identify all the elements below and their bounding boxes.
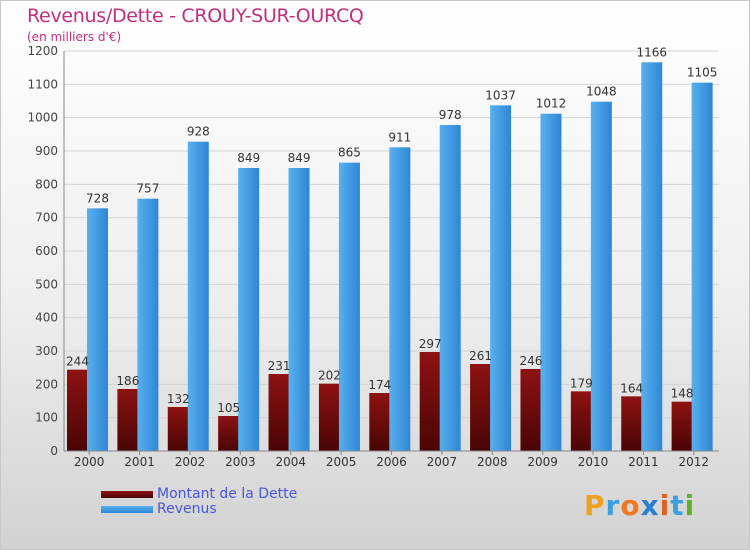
- data-label-debt: 105: [217, 401, 240, 415]
- data-label-revenue: 849: [237, 151, 260, 165]
- data-label-revenue: 757: [136, 182, 159, 196]
- bar-debt: [67, 369, 88, 451]
- bar-debt: [671, 401, 693, 451]
- bar-debt: [621, 396, 643, 451]
- data-label-debt: 164: [620, 381, 643, 395]
- data-label-revenue: 928: [187, 125, 210, 139]
- x-tick-label: 2012: [679, 455, 710, 469]
- x-tick-label: 2000: [74, 455, 105, 469]
- y-tick-label: 1000: [27, 111, 58, 125]
- data-label-revenue: 865: [338, 146, 361, 160]
- bar-debt: [470, 364, 492, 451]
- logo-letter: o: [620, 489, 641, 522]
- bar-revenue: [590, 101, 612, 452]
- logo-letter: r: [605, 489, 621, 522]
- x-tick-label: 2001: [124, 455, 155, 469]
- data-label-revenue: 849: [288, 151, 311, 165]
- bar-revenue: [137, 198, 159, 451]
- legend-swatch-debt: [101, 491, 153, 498]
- logo-letter: i: [659, 489, 671, 522]
- bar-revenue: [338, 162, 360, 451]
- bar-revenue: [540, 113, 562, 452]
- x-tick-label: 2007: [427, 455, 458, 469]
- bar-debt: [218, 416, 240, 451]
- bar-debt: [419, 352, 441, 451]
- x-tick-label: 2003: [225, 455, 256, 469]
- x-tick-label: 2004: [275, 455, 306, 469]
- data-label-debt: 202: [318, 369, 341, 383]
- y-tick-label: 1200: [27, 44, 58, 58]
- bar-revenue: [641, 62, 663, 451]
- bar-debt: [520, 369, 542, 451]
- bar-revenue: [288, 168, 310, 451]
- bar-debt: [318, 383, 340, 451]
- bar-debt: [369, 393, 391, 451]
- legend-swatch-revenue: [101, 506, 153, 513]
- y-tick-label: 800: [35, 177, 58, 191]
- y-tick-label: 900: [35, 144, 58, 158]
- y-tick-label: 300: [35, 344, 58, 358]
- data-label-debt: 244: [66, 355, 89, 369]
- data-label-debt: 179: [570, 376, 593, 390]
- x-tick-label: 2006: [376, 455, 407, 469]
- data-label-revenue: 1048: [586, 85, 617, 99]
- logo-letter: x: [640, 489, 660, 522]
- data-label-revenue: 911: [388, 130, 411, 144]
- bar-debt: [117, 389, 139, 451]
- chart-subtitle: (en milliers d'€): [27, 30, 122, 44]
- data-label-revenue: 1166: [636, 45, 667, 59]
- x-tick-label: 2010: [578, 455, 609, 469]
- logo-letter: i: [684, 489, 696, 522]
- bar-revenue: [490, 105, 512, 451]
- y-tick-label: 500: [35, 277, 58, 291]
- bar-revenue: [187, 141, 209, 451]
- logo-letter: P: [584, 489, 606, 522]
- x-tick-label: 2002: [175, 455, 206, 469]
- y-tick-label: 600: [35, 244, 58, 258]
- y-tick-label: 700: [35, 211, 58, 225]
- bar-revenue: [87, 208, 108, 451]
- x-tick-label: 2009: [527, 455, 558, 469]
- bar-revenue: [238, 168, 260, 451]
- data-label-debt: 246: [520, 354, 543, 368]
- data-label-debt: 261: [469, 349, 492, 363]
- logo-letter: t: [670, 489, 685, 522]
- data-label-revenue: 728: [86, 191, 109, 205]
- proxiti-logo: Proxiti: [584, 489, 695, 522]
- y-tick-label: 400: [35, 311, 58, 325]
- bar-revenue: [439, 125, 461, 451]
- bar-debt: [167, 407, 189, 451]
- data-label-revenue: 1012: [536, 97, 567, 111]
- bar-debt: [268, 374, 290, 451]
- legend-label-debt: Montant de la Dette: [157, 486, 298, 502]
- chart-title: Revenus/Dette - CROUY-SUR-OURCQ: [27, 5, 364, 27]
- legend-label-revenue: Revenus: [157, 501, 217, 517]
- x-tick-label: 2011: [628, 455, 659, 469]
- data-label-debt: 186: [116, 374, 139, 388]
- data-label-revenue: 978: [439, 108, 462, 122]
- bar-debt: [570, 391, 592, 451]
- data-label-revenue: 1037: [485, 88, 516, 102]
- y-tick-label: 1100: [27, 77, 58, 91]
- y-tick-label: 100: [35, 411, 58, 425]
- data-label-debt: 132: [167, 392, 190, 406]
- data-label-debt: 148: [671, 387, 694, 401]
- bar-revenue: [389, 147, 411, 452]
- data-label-debt: 174: [368, 378, 391, 392]
- y-tick-label: 0: [50, 444, 58, 458]
- bar-revenue: [691, 82, 713, 452]
- data-label-revenue: 1105: [687, 66, 718, 80]
- data-label-debt: 297: [419, 337, 442, 351]
- x-tick-label: 2008: [477, 455, 508, 469]
- y-tick-label: 200: [35, 377, 58, 391]
- x-tick-label: 2005: [326, 455, 357, 469]
- data-label-debt: 231: [268, 359, 291, 373]
